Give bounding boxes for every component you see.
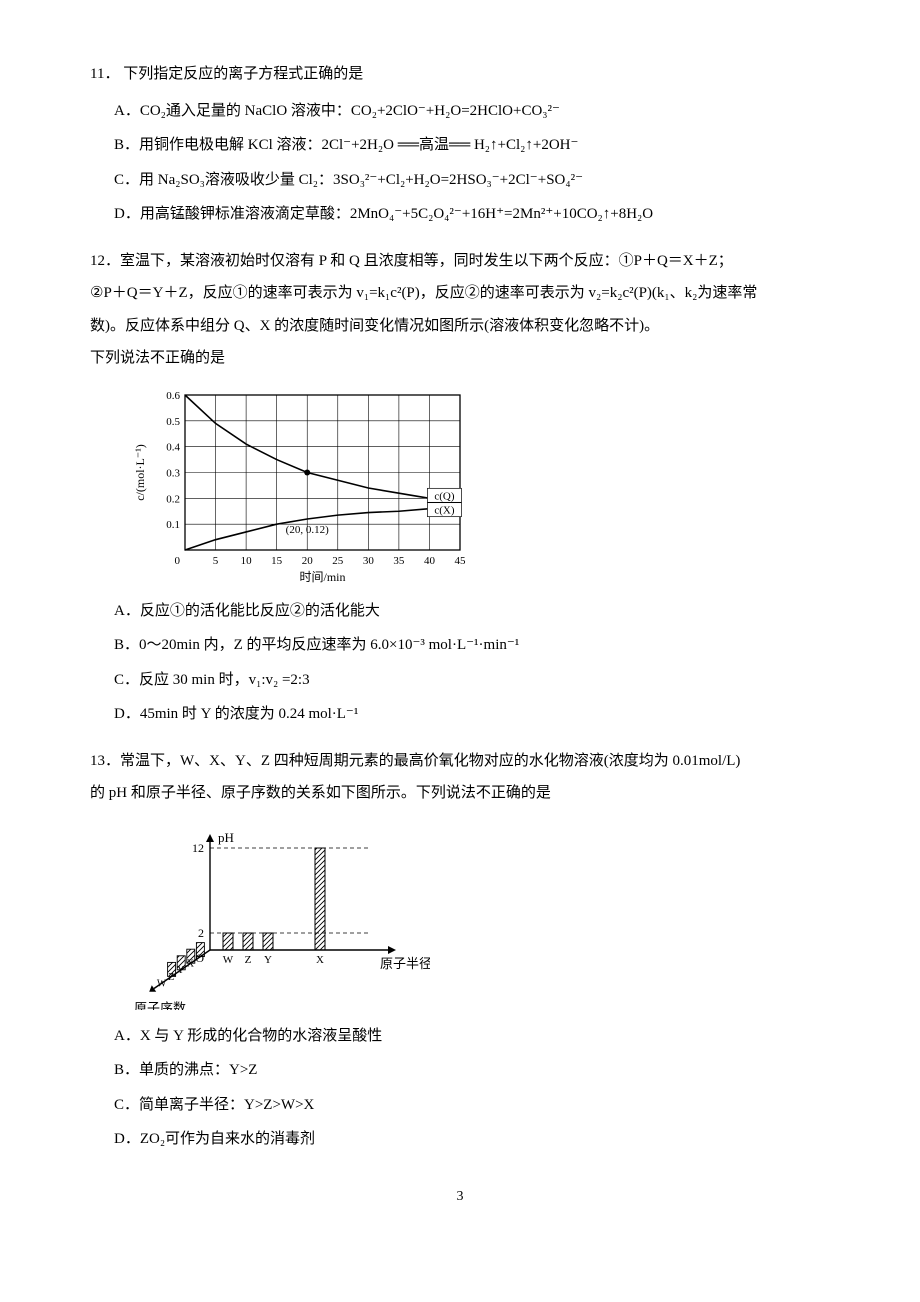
q12-stem2: ②P＋Q＝Y＋Z，反应①的速率可表示为 v₁=k₁c²(P)，反应②的速率可表示… [90, 279, 830, 308]
q11-number: 11． [90, 66, 119, 82]
svg-text:Y: Y [264, 954, 272, 966]
q13-stem2: 的 pH 和原子半径、原子序数的关系如下图所示。下列说法不正确的是 [90, 779, 830, 808]
q13-number: 13． [90, 753, 120, 769]
svg-text:0.1: 0.1 [166, 519, 180, 531]
q12-stem1: 室温下，某溶液初始时仅溶有 P 和 Q 且浓度相等，同时发生以下两个反应：①P＋… [120, 253, 733, 269]
svg-text:时间/min: 时间/min [299, 570, 345, 584]
q11-opt-c: C．用 Na₂SO₃溶液吸收少量 Cl₂：3SO₃²⁻+Cl₂+H₂O=2HSO… [114, 166, 830, 195]
q12-number: 12． [90, 253, 120, 269]
svg-text:2: 2 [198, 926, 204, 940]
q13-opt-a: A．X 与 Y 形成的化合物的水溶液呈酸性 [114, 1022, 830, 1051]
q13-chart-svg: pH原子半径原子序数212OWZYXXYZW [130, 820, 430, 1010]
svg-text:15: 15 [271, 555, 283, 567]
svg-text:0.4: 0.4 [166, 441, 180, 453]
q13-opt-d: D．ZO₂可作为自来水的消毒剂 [114, 1125, 830, 1154]
q11-opt-b: B．用铜作电极电解 KCl 溶液：2Cl⁻+2H₂O ══高温══ H₂↑+Cl… [114, 131, 830, 160]
q11-opt-a: A．CO₂通入足量的 NaClO 溶液中：CO₂+2ClO⁻+H₂O=2HClO… [114, 97, 830, 126]
svg-text:原子半径: 原子半径 [380, 956, 430, 971]
svg-text:原子序数: 原子序数 [134, 1000, 186, 1010]
q12-stem4: 下列说法不正确的是 [90, 344, 830, 373]
svg-text:45: 45 [455, 555, 467, 567]
svg-text:Z: Z [245, 954, 252, 966]
svg-text:0.2: 0.2 [166, 493, 180, 505]
q13-stem1: 常温下，W、X、Y、Z 四种短周期元素的最高价氧化物对应的水化物溶液(浓度均为 … [120, 753, 740, 769]
q13-options: A．X 与 Y 形成的化合物的水溶液呈酸性 B．单质的沸点：Y>Z C．简单离子… [90, 1022, 830, 1154]
svg-text:30: 30 [363, 555, 375, 567]
q13-opt-c: C．简单离子半径：Y>Z>W>X [114, 1091, 830, 1120]
q12-chart-svg: 5 10 15 20 25 30 35 40 45 0.1 0.2 0.3 0.4 0.5 0.6 0 (20,… [130, 385, 470, 585]
svg-text:X: X [316, 954, 324, 966]
q12-opt-d: D．45min 时 Y 的浓度为 0.24 mol·L⁻¹ [114, 700, 830, 729]
q13-opt-b: B．单质的沸点：Y>Z [114, 1056, 830, 1085]
svg-text:c(Q): c(Q) [434, 490, 454, 502]
svg-text:W: W [157, 978, 167, 989]
svg-text:(20, 0.12): (20, 0.12) [286, 524, 329, 536]
svg-text:5: 5 [213, 555, 219, 567]
q11-stem: 下列指定反应的离子方程式正确的是 [123, 66, 363, 82]
q13-chart: pH原子半径原子序数212OWZYXXYZW [130, 820, 830, 1010]
svg-text:0.5: 0.5 [166, 415, 180, 427]
svg-text:25: 25 [332, 555, 344, 567]
question-13: 13．常温下，W、X、Y、Z 四种短周期元素的最高价氧化物对应的水化物溶液(浓度… [90, 747, 830, 1154]
svg-text:c(X): c(X) [434, 504, 454, 516]
q11-options: A．CO₂通入足量的 NaClO 溶液中：CO₂+2ClO⁻+H₂O=2HClO… [90, 97, 830, 229]
q12-options: A．反应①的活化能比反应②的活化能大 B．0～20min 内，Z 的平均反应速率… [90, 597, 830, 729]
q11-opt-d: D．用高锰酸钾标准溶液滴定草酸：2MnO₄⁻+5C₂O₄²⁻+16H⁺=2Mn²… [114, 200, 830, 229]
svg-text:40: 40 [424, 555, 436, 567]
page-number: 3 [90, 1184, 830, 1211]
svg-text:pH: pH [218, 830, 234, 845]
q12-opt-b: B．0～20min 内，Z 的平均反应速率为 6.0×10⁻³ mol·L⁻¹·… [114, 631, 830, 660]
svg-text:10: 10 [241, 555, 253, 567]
q12-opt-a: A．反应①的活化能比反应②的活化能大 [114, 597, 830, 626]
svg-text:35: 35 [393, 555, 405, 567]
q12-stem3: 数)。反应体系中组分 Q、X 的浓度随时间变化情况如图所示(溶液体积变化忽略不计… [90, 312, 830, 341]
q12-chart: 5 10 15 20 25 30 35 40 45 0.1 0.2 0.3 0.4 0.5 0.6 0 (20,… [130, 385, 830, 585]
svg-text:0.6: 0.6 [166, 390, 180, 402]
svg-text:12: 12 [192, 841, 204, 855]
q12-opt-c: C．反应 30 min 时，v₁:v₂ =2:3 [114, 666, 830, 695]
question-12: 12．室温下，某溶液初始时仅溶有 P 和 Q 且浓度相等，同时发生以下两个反应：… [90, 247, 830, 729]
svg-text:20: 20 [302, 555, 314, 567]
svg-text:0.3: 0.3 [166, 467, 180, 479]
svg-text:0: 0 [175, 555, 181, 567]
question-11: 11． 下列指定反应的离子方程式正确的是 A．CO₂通入足量的 NaClO 溶液… [90, 60, 830, 229]
svg-text:c/(mol·L⁻¹): c/(mol·L⁻¹) [133, 444, 147, 501]
svg-text:W: W [223, 954, 234, 966]
